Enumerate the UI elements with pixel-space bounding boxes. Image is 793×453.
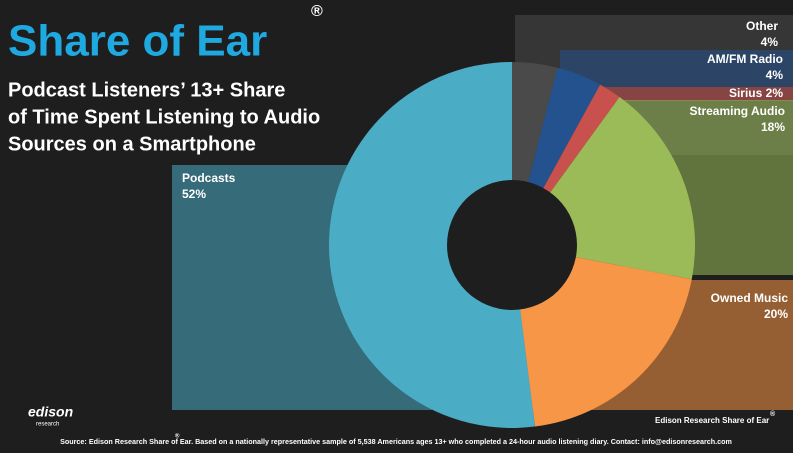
category-label: Other bbox=[746, 19, 778, 33]
value-label: 2% bbox=[766, 86, 784, 100]
category-label: Podcasts bbox=[182, 171, 236, 185]
registered-mark: ® bbox=[311, 3, 323, 20]
pie-slice bbox=[328, 62, 535, 428]
value-label: 18% bbox=[761, 120, 785, 134]
logo-sub: research bbox=[36, 422, 59, 428]
category-label: Sirius bbox=[729, 86, 763, 100]
logo-name: edison bbox=[28, 404, 73, 420]
slice-label: Sirius 2% bbox=[729, 86, 783, 100]
category-label: Streaming Audio bbox=[689, 104, 785, 118]
credit-mark: ® bbox=[770, 410, 776, 418]
subtitle-line: Podcast Listeners’ 13+ Share bbox=[8, 79, 285, 101]
value-label: 52% bbox=[182, 187, 206, 201]
category-label: Owned Music bbox=[711, 291, 789, 305]
subtitle-line: of Time Spent Listening to Audio bbox=[8, 106, 320, 128]
subtitle-line: Sources on a Smartphone bbox=[8, 133, 256, 155]
value-label: 20% bbox=[764, 307, 788, 321]
value-label: 4% bbox=[766, 68, 784, 82]
category-label: AM/FM Radio bbox=[707, 52, 783, 66]
source-mark: ® bbox=[175, 433, 180, 440]
credit: Edison Research Share of Ear bbox=[655, 416, 769, 425]
donut-hole bbox=[447, 180, 577, 310]
label-box bbox=[560, 50, 793, 87]
chart-title: Share of Ear bbox=[8, 17, 267, 66]
label-box bbox=[598, 87, 793, 101]
source: Source: Edison Research Share of Ear. Ba… bbox=[60, 437, 732, 446]
value-label: 4% bbox=[761, 35, 779, 49]
